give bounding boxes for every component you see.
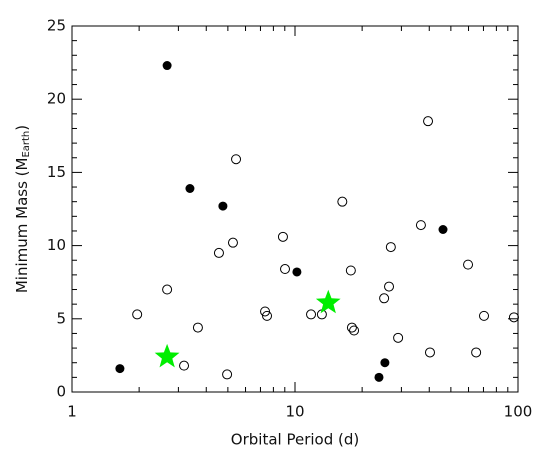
y-axis-title-main: Minimum Mass (M (13, 158, 31, 294)
open-point (345, 265, 356, 276)
open-point (162, 284, 173, 295)
open-point (385, 242, 396, 253)
filled-point (218, 201, 228, 211)
x-axis-title: Orbital Period (d) (231, 431, 359, 449)
y-axis-title: Minimum Mass (MEarth) (13, 125, 33, 293)
open-point (132, 309, 143, 320)
filled-point (162, 61, 172, 71)
open-point (463, 259, 474, 270)
filled-point (374, 372, 384, 382)
star-point (154, 343, 180, 368)
y-axis-title-sub: Earth (21, 131, 32, 158)
y-tick-label: 0 (56, 383, 66, 401)
y-tick-label: 25 (47, 17, 66, 35)
y-tick-label: 10 (47, 236, 66, 254)
open-point (306, 309, 317, 320)
x-tick-label: 10 (285, 403, 304, 421)
open-point (379, 293, 390, 304)
open-point (227, 237, 238, 248)
filled-point (380, 358, 390, 368)
star-point (315, 289, 341, 314)
open-point (393, 332, 404, 343)
open-point (231, 154, 242, 165)
x-tick-label: 100 (504, 403, 533, 421)
open-point (179, 360, 190, 371)
open-point (423, 116, 434, 127)
y-tick-label: 15 (47, 163, 66, 181)
open-point (192, 322, 203, 333)
open-point (346, 322, 357, 333)
filled-point (115, 364, 125, 374)
x-tick-label: 1 (67, 403, 77, 421)
filled-point (185, 184, 195, 194)
filled-point (438, 224, 448, 234)
open-point (213, 247, 224, 258)
open-point (277, 231, 288, 242)
open-point (337, 196, 348, 207)
y-tick-label: 5 (56, 309, 66, 327)
open-point (415, 220, 426, 231)
open-point (280, 264, 291, 275)
plot-frame (71, 25, 519, 393)
open-point (384, 281, 395, 292)
open-point (471, 347, 482, 358)
filled-point (292, 267, 302, 277)
open-point (508, 312, 519, 323)
open-point (260, 306, 271, 317)
open-point (479, 310, 490, 321)
open-point (424, 347, 435, 358)
y-axis-title-end: ) (13, 125, 31, 131)
y-tick-label: 20 (47, 90, 66, 108)
open-point (349, 325, 360, 336)
open-point (222, 369, 233, 380)
open-point (262, 310, 273, 321)
